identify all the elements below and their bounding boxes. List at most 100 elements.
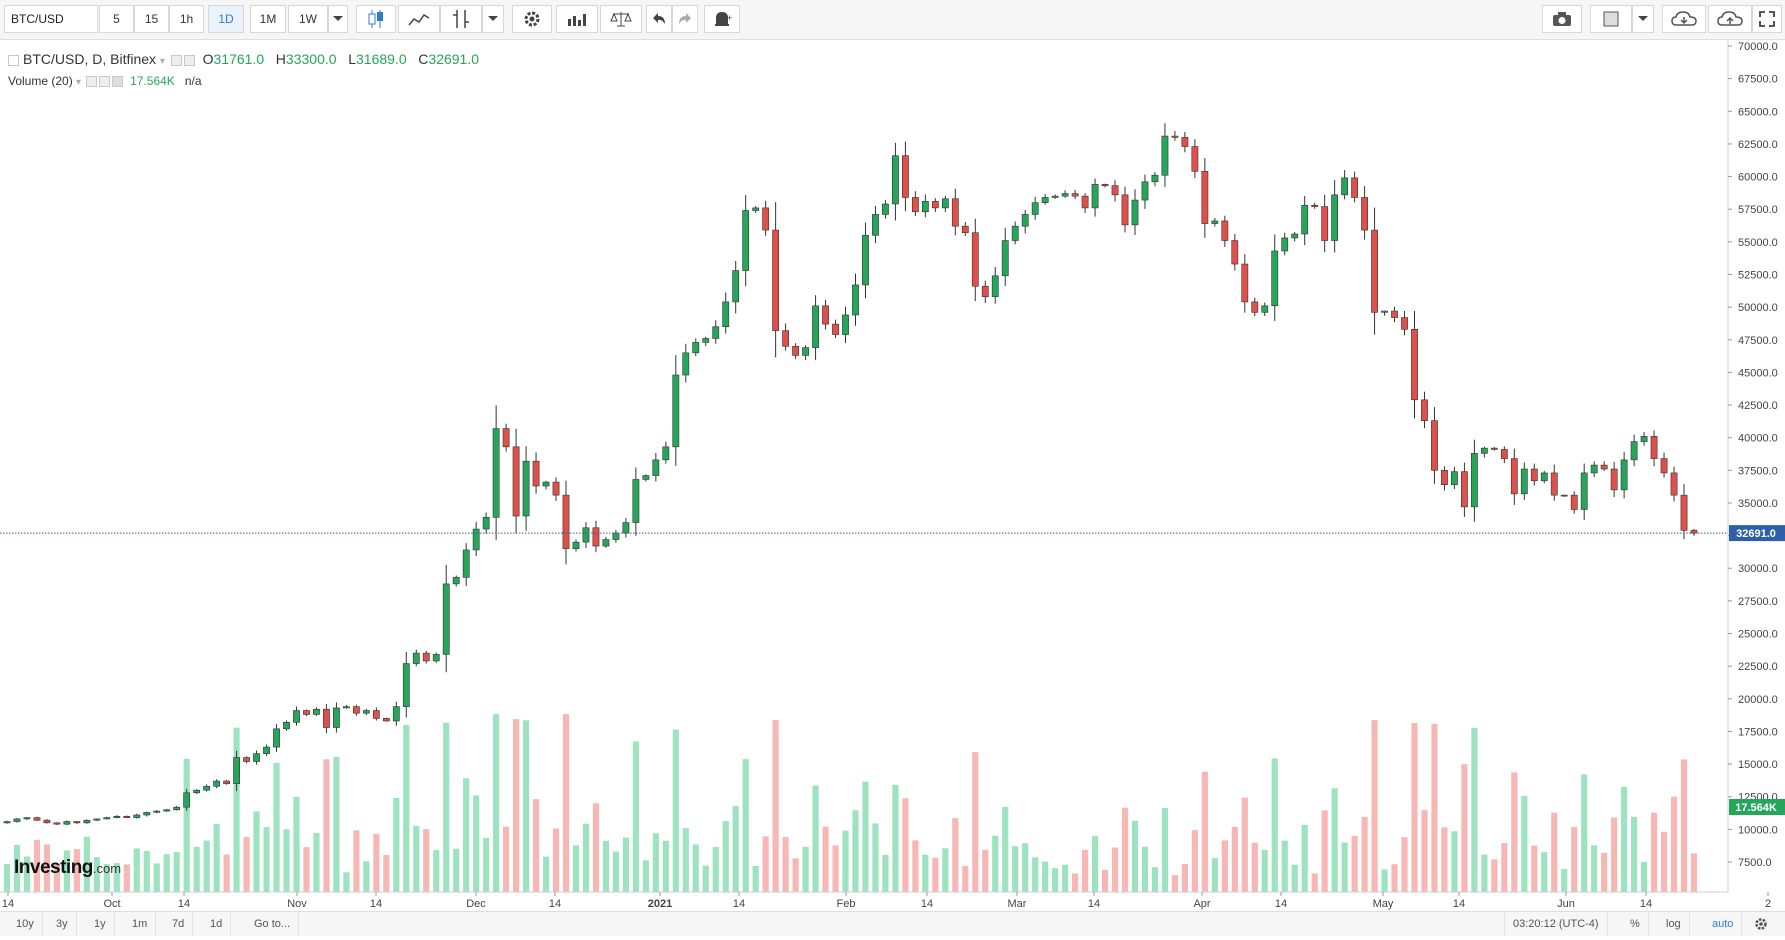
volume-visibility-icon[interactable]	[86, 76, 98, 88]
volume-bar	[1521, 795, 1528, 892]
volume-bar	[483, 838, 490, 892]
indicators-button[interactable]	[398, 5, 440, 33]
investing-logo: Investing.com	[14, 857, 121, 879]
volume-bar	[473, 795, 480, 892]
time-tick-label: 14	[733, 898, 745, 910]
range-3y-button[interactable]: 3y	[48, 912, 77, 936]
candle-body	[432, 654, 440, 662]
candle-body	[622, 522, 630, 534]
interval-1h-button[interactable]: 1h	[169, 5, 204, 33]
drawing-tools-button[interactable]	[440, 5, 482, 33]
drawing-tools-icon	[453, 10, 469, 28]
undo-button[interactable]	[646, 5, 672, 33]
chart-template-button[interactable]	[1590, 5, 1632, 33]
candle-body	[1311, 204, 1319, 207]
price-chart[interactable]: 7500.010000.012500.015000.017500.020000.…	[0, 40, 1785, 911]
interval-dropdown-button[interactable]	[328, 5, 348, 33]
volume-bar	[373, 833, 380, 892]
legend-dropdown-icon[interactable]: ▾	[159, 56, 165, 67]
volume-bar	[393, 797, 400, 892]
toolbar: 5 15 1h 1D 1M 1W +	[0, 0, 1785, 40]
candle-body	[951, 198, 959, 227]
candle-body	[702, 338, 710, 343]
candle-body	[3, 821, 11, 824]
candle-body	[1281, 237, 1289, 252]
price-axis[interactable]: 7500.010000.012500.015000.017500.020000.…	[1728, 41, 1778, 869]
legend-visibility-icon[interactable]	[170, 54, 182, 66]
compare-button[interactable]	[556, 5, 598, 33]
range-1m-button[interactable]: 1m	[124, 912, 157, 936]
volume-bar	[313, 833, 320, 892]
auto-scale-toggle[interactable]: auto	[1704, 912, 1743, 936]
volume-bar	[1261, 849, 1268, 892]
candle-body	[532, 460, 540, 487]
time-axis[interactable]: 14 Oct 14 Nov 14 Dec 14 2021 14 Feb 14 Mar 14 Apr 14 Ma…	[2, 892, 1771, 910]
range-1y-button[interactable]: 1y	[86, 912, 115, 936]
volume-bar	[333, 756, 340, 892]
volume-bar	[522, 720, 530, 892]
candle-body	[842, 314, 849, 335]
volume-bar	[832, 845, 839, 892]
log-toggle[interactable]: log	[1658, 912, 1690, 936]
fullscreen-button[interactable]	[1752, 5, 1782, 33]
volume-bar	[722, 821, 729, 892]
candle-body	[562, 494, 570, 549]
time-tick-label: 2021	[648, 898, 672, 910]
interval-1w-button[interactable]: 1W	[288, 5, 328, 33]
price-tick-label: 60000.0	[1738, 172, 1778, 184]
cloud-load-button[interactable]	[1662, 5, 1706, 33]
percent-toggle[interactable]: %	[1622, 912, 1649, 936]
volume-bar	[1351, 835, 1358, 892]
candle-body	[1071, 193, 1079, 197]
symbol-search-input[interactable]	[4, 5, 98, 33]
candle-body	[73, 821, 81, 824]
legend-settings-icon[interactable]	[183, 54, 195, 66]
volume-bar	[233, 727, 240, 892]
volume-close-icon[interactable]	[112, 76, 124, 88]
interval-15-button[interactable]: 15	[134, 5, 169, 33]
balance-button[interactable]	[600, 5, 642, 33]
volume-bar	[1161, 808, 1169, 892]
volume-bar	[123, 864, 130, 892]
alert-icon: +	[715, 12, 732, 26]
interval-5-button[interactable]: 5	[99, 5, 134, 33]
alert-button[interactable]: +	[704, 5, 740, 33]
drawing-dropdown-button[interactable]	[482, 5, 504, 33]
cloud-save-button[interactable]	[1708, 5, 1752, 33]
volume-bar	[1251, 842, 1258, 892]
candle-body	[1241, 263, 1249, 303]
candle-body	[1650, 436, 1658, 459]
settings-button[interactable]	[512, 5, 552, 33]
volume-settings-icon[interactable]	[99, 76, 111, 88]
volume-bar	[982, 849, 989, 892]
range-7d-button[interactable]: 7d	[164, 912, 194, 936]
volume-dropdown-icon[interactable]: ▾	[76, 77, 82, 88]
volume-bar	[463, 778, 470, 892]
interval-1m-button[interactable]: 1M	[250, 5, 286, 33]
price-tick-label: 17500.0	[1738, 726, 1778, 738]
volume-bar	[732, 806, 739, 892]
candle-body	[1041, 197, 1049, 203]
volume-bar	[53, 863, 61, 892]
volume-bar	[273, 762, 280, 892]
collapse-legend-icon[interactable]	[8, 54, 19, 66]
volume-bar	[692, 844, 699, 892]
chart-type-button[interactable]	[356, 5, 396, 33]
volume-bar	[413, 825, 420, 892]
scale-settings-button[interactable]	[1746, 912, 1776, 936]
interval-1d-button[interactable]: 1D	[208, 5, 244, 33]
redo-button[interactable]	[672, 5, 698, 33]
volume-bar	[323, 759, 330, 892]
candle-body	[153, 810, 161, 813]
volume-bar	[1042, 861, 1049, 892]
template-dropdown-button[interactable]	[1632, 5, 1654, 33]
volume-bar	[1301, 824, 1308, 892]
candle-body	[1590, 464, 1598, 474]
range-1d-button[interactable]: 1d	[202, 912, 232, 936]
volume-bar	[1311, 873, 1318, 892]
volume-bar	[1341, 842, 1348, 892]
snapshot-button[interactable]	[1542, 5, 1582, 33]
volume-bar	[562, 714, 570, 892]
range-10y-button[interactable]: 10y	[8, 912, 43, 936]
goto-button[interactable]: Go to...	[246, 912, 300, 936]
